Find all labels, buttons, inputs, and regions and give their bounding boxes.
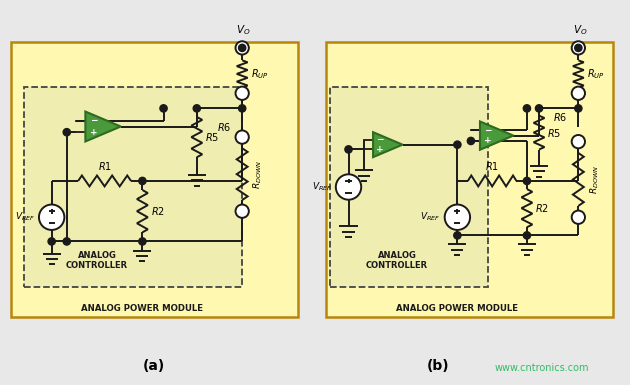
Text: $V_{REF}$: $V_{REF}$ [14,211,35,223]
Text: ANALOG POWER MODULE: ANALOG POWER MODULE [81,304,203,313]
Text: $R_{DOWN}$: $R_{DOWN}$ [252,160,265,189]
Circle shape [571,135,585,148]
Circle shape [48,238,55,245]
Circle shape [467,137,474,145]
Circle shape [345,146,352,153]
Circle shape [236,204,249,218]
Circle shape [571,87,585,100]
Polygon shape [86,112,121,141]
Circle shape [575,44,582,52]
Circle shape [575,105,582,112]
Text: $R2$: $R2$ [536,202,549,214]
Circle shape [139,177,146,184]
Text: ANALOG POWER MODULE: ANALOG POWER MODULE [396,304,518,313]
Circle shape [63,129,71,136]
Circle shape [524,105,530,112]
Text: www.cntronics.com: www.cntronics.com [495,363,589,373]
Circle shape [571,211,585,224]
Text: +: + [484,136,491,146]
Circle shape [239,44,246,52]
Text: $R5$: $R5$ [205,131,219,143]
Text: $V_O$: $V_O$ [236,23,251,37]
Circle shape [236,41,249,55]
Circle shape [571,41,585,55]
Circle shape [63,238,71,245]
Circle shape [39,204,64,230]
Text: $V_{REF}$: $V_{REF}$ [312,181,332,193]
Circle shape [160,105,167,112]
Text: $R5$: $R5$ [547,127,562,139]
Text: $R_{DOWN}$: $R_{DOWN}$ [588,165,600,194]
Text: $V_O$: $V_O$ [573,23,587,37]
Circle shape [236,131,249,144]
Circle shape [193,105,200,112]
Text: ANALOG
CONTROLLER: ANALOG CONTROLLER [366,251,428,270]
Circle shape [239,105,246,112]
Text: $R1$: $R1$ [98,161,112,172]
Text: +: + [89,128,97,137]
Circle shape [536,105,542,112]
Text: (b): (b) [427,360,449,373]
Circle shape [524,177,530,184]
Circle shape [454,232,461,239]
Text: ANALOG
CONTROLLER: ANALOG CONTROLLER [66,251,128,270]
Circle shape [445,204,470,230]
Text: $R1$: $R1$ [485,161,499,172]
Circle shape [336,174,361,200]
Circle shape [454,141,461,148]
Circle shape [524,232,530,239]
Text: −: − [484,126,491,135]
Bar [330,87,488,287]
Circle shape [236,87,249,100]
Text: (a): (a) [143,360,166,373]
Polygon shape [373,132,403,157]
Text: $V_{REF}$: $V_{REF}$ [420,211,441,223]
Text: $R_{UP}$: $R_{UP}$ [251,67,269,81]
Text: $R2$: $R2$ [151,205,165,217]
Bar [25,87,242,287]
Text: +: + [376,145,384,154]
Polygon shape [480,121,513,150]
Text: $R6$: $R6$ [554,111,568,124]
Text: $R6$: $R6$ [217,121,232,132]
Text: −: − [89,116,97,126]
Circle shape [139,238,146,245]
Text: $R_{UP}$: $R_{UP}$ [587,67,605,81]
Text: −: − [376,136,384,144]
